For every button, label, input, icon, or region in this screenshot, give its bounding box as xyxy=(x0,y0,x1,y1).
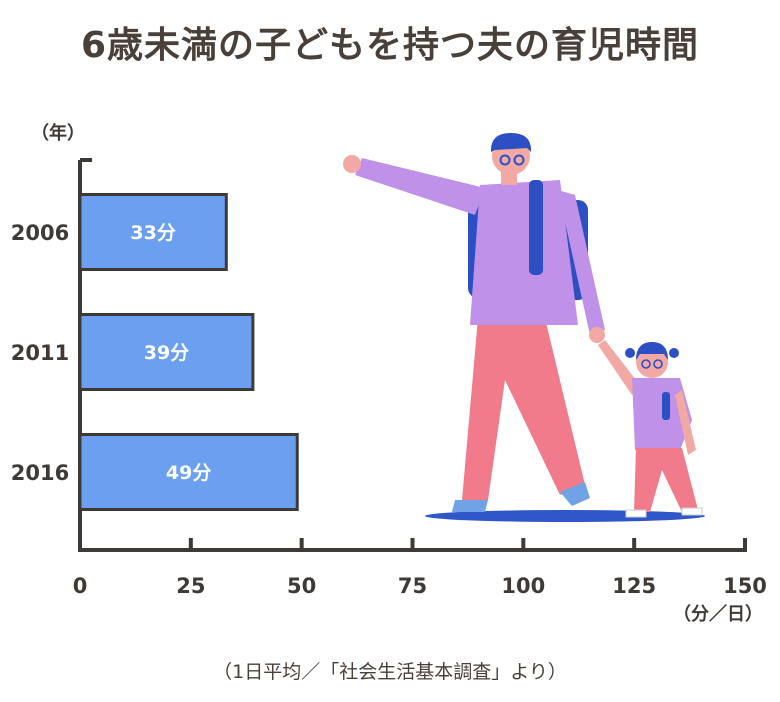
bars: 33分 2006 39分 2011 49分 2016 xyxy=(11,193,299,511)
y-axis-label: （年） xyxy=(31,122,85,144)
bar-value-label: 39分 xyxy=(144,342,189,364)
category-label: 2006 xyxy=(11,221,69,245)
bar-2011 xyxy=(78,313,255,391)
source-note: （1日平均／「社会生活基本調査」より） xyxy=(213,661,567,683)
x-tick-label: 50 xyxy=(287,574,316,598)
x-tick-label: 100 xyxy=(501,574,545,598)
x-tick-label: 75 xyxy=(398,574,427,598)
chart-title: 6歳未満の子どもを持つ夫の育児時間 xyxy=(80,25,700,66)
bar-value-label: 49分 xyxy=(166,462,211,484)
bar-value-label: 33分 xyxy=(130,222,175,244)
x-axis-label: （分／日） xyxy=(673,604,763,625)
x-tick-label: 150 xyxy=(723,574,767,598)
bar-2006 xyxy=(78,193,228,271)
category-label: 2011 xyxy=(11,341,69,365)
family-illustration xyxy=(343,133,705,522)
x-ticks: 0 25 50 75 100 125 150 xyxy=(73,538,767,598)
bar-2016 xyxy=(78,433,299,511)
x-tick-label: 25 xyxy=(176,574,205,598)
x-tick-label: 0 xyxy=(73,574,88,598)
category-label: 2016 xyxy=(11,461,69,485)
x-tick-label: 125 xyxy=(612,574,656,598)
